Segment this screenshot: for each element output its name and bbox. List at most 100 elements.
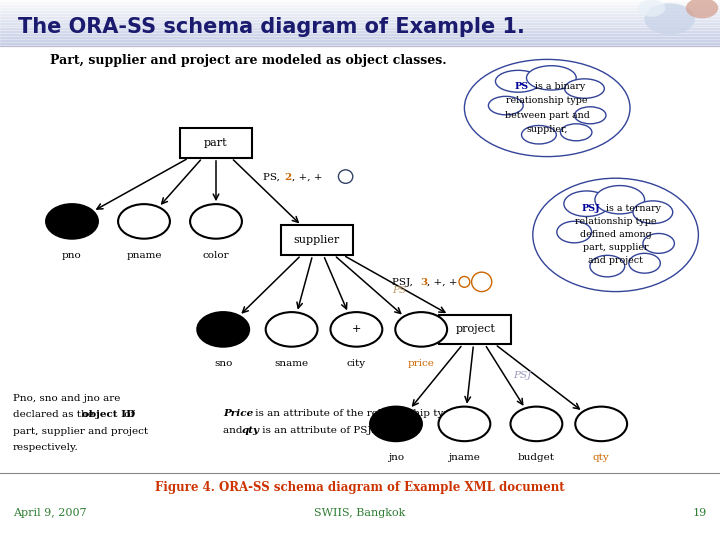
- Ellipse shape: [46, 204, 98, 239]
- Text: city: city: [347, 359, 366, 368]
- Text: April 9, 2007: April 9, 2007: [13, 508, 86, 518]
- Ellipse shape: [643, 233, 675, 253]
- Bar: [0, 23, 720, 24]
- Text: 19: 19: [693, 508, 707, 518]
- Bar: [0, 35, 720, 37]
- Text: PS: PS: [392, 286, 407, 295]
- Bar: [0, 11, 720, 12]
- Text: part, supplier and project: part, supplier and project: [13, 427, 148, 436]
- Ellipse shape: [629, 253, 660, 273]
- Bar: [0, 22, 720, 23]
- Bar: [0, 12, 720, 14]
- Bar: [0, 37, 720, 38]
- Bar: [0, 3, 720, 4]
- Ellipse shape: [575, 407, 627, 441]
- Ellipse shape: [644, 3, 695, 35]
- Text: price: price: [408, 359, 435, 368]
- Bar: [0, 43, 720, 44]
- Text: relationship type: relationship type: [506, 97, 588, 105]
- Text: of: of: [121, 410, 134, 420]
- Text: supplier: supplier: [294, 235, 340, 245]
- Text: respectively.: respectively.: [13, 443, 78, 452]
- Ellipse shape: [590, 255, 625, 277]
- Text: project: project: [455, 325, 495, 334]
- Bar: [0, 33, 720, 35]
- Ellipse shape: [564, 191, 609, 217]
- Text: relationship type: relationship type: [575, 218, 657, 226]
- Ellipse shape: [338, 170, 353, 183]
- Ellipse shape: [638, 0, 665, 17]
- Ellipse shape: [370, 407, 422, 441]
- Text: Price: Price: [223, 409, 253, 418]
- Ellipse shape: [488, 96, 523, 115]
- Text: is a binary: is a binary: [532, 83, 585, 91]
- Text: color: color: [203, 251, 229, 260]
- Ellipse shape: [510, 407, 562, 441]
- Ellipse shape: [560, 124, 592, 141]
- Ellipse shape: [564, 79, 604, 98]
- Bar: [0, 5, 720, 6]
- Text: pno: pno: [62, 251, 82, 260]
- Text: qty: qty: [241, 426, 259, 435]
- Bar: [0, 14, 720, 15]
- Bar: [0, 2, 720, 3]
- Bar: [0, 6, 720, 8]
- Bar: [0, 28, 720, 29]
- Ellipse shape: [395, 312, 447, 347]
- Bar: [0, 0, 720, 2]
- Ellipse shape: [438, 407, 490, 441]
- Ellipse shape: [464, 59, 630, 157]
- Text: , +, +: , +, +: [292, 173, 322, 181]
- Text: supplier,: supplier,: [526, 125, 568, 133]
- Text: is a ternary: is a ternary: [603, 205, 661, 213]
- Bar: [0, 41, 720, 43]
- Ellipse shape: [557, 221, 592, 243]
- Ellipse shape: [533, 178, 698, 292]
- Text: jno: jno: [388, 453, 404, 462]
- Ellipse shape: [459, 276, 470, 287]
- Ellipse shape: [521, 125, 557, 144]
- Ellipse shape: [495, 70, 541, 92]
- Text: 2: 2: [284, 173, 292, 181]
- Bar: [0, 31, 720, 32]
- Text: is an attribute of the relationship type PS;: is an attribute of the relationship type…: [252, 409, 477, 418]
- Bar: [0, 40, 720, 42]
- Bar: [0, 18, 720, 20]
- Ellipse shape: [190, 204, 242, 239]
- Text: budget: budget: [518, 453, 555, 462]
- Text: and project: and project: [588, 256, 643, 265]
- Bar: [0, 24, 720, 26]
- Text: Part, supplier and project are modeled as object classes.: Part, supplier and project are modeled a…: [50, 54, 447, 67]
- Ellipse shape: [118, 204, 170, 239]
- Text: and: and: [223, 426, 246, 435]
- Text: sname: sname: [274, 359, 309, 368]
- Ellipse shape: [266, 312, 318, 347]
- Text: qty: qty: [593, 453, 610, 462]
- FancyBboxPatch shape: [439, 314, 511, 345]
- Ellipse shape: [526, 66, 576, 90]
- Text: 3: 3: [420, 278, 427, 287]
- Ellipse shape: [197, 312, 249, 347]
- Text: pname: pname: [126, 251, 162, 260]
- Ellipse shape: [330, 312, 382, 347]
- Text: PSJ: PSJ: [581, 205, 600, 213]
- Text: PS: PS: [515, 83, 529, 91]
- FancyBboxPatch shape: [281, 225, 353, 255]
- Ellipse shape: [575, 107, 606, 124]
- Text: defined among: defined among: [580, 231, 652, 239]
- Text: PSJ: PSJ: [513, 371, 531, 380]
- Text: jname: jname: [449, 453, 480, 462]
- Bar: [0, 8, 720, 9]
- Bar: [0, 9, 720, 11]
- Bar: [0, 44, 720, 46]
- Text: PS,: PS,: [263, 173, 283, 181]
- Text: part: part: [204, 138, 228, 148]
- Ellipse shape: [472, 272, 492, 292]
- Text: Figure 4. ORA-SS schema diagram of Example XML document: Figure 4. ORA-SS schema diagram of Examp…: [156, 481, 564, 494]
- Bar: [0, 29, 720, 31]
- Bar: [0, 32, 720, 33]
- Text: object ID: object ID: [82, 410, 135, 420]
- Bar: [0, 17, 720, 18]
- Text: sno: sno: [214, 359, 233, 368]
- Text: SWIIS, Bangkok: SWIIS, Bangkok: [315, 508, 405, 518]
